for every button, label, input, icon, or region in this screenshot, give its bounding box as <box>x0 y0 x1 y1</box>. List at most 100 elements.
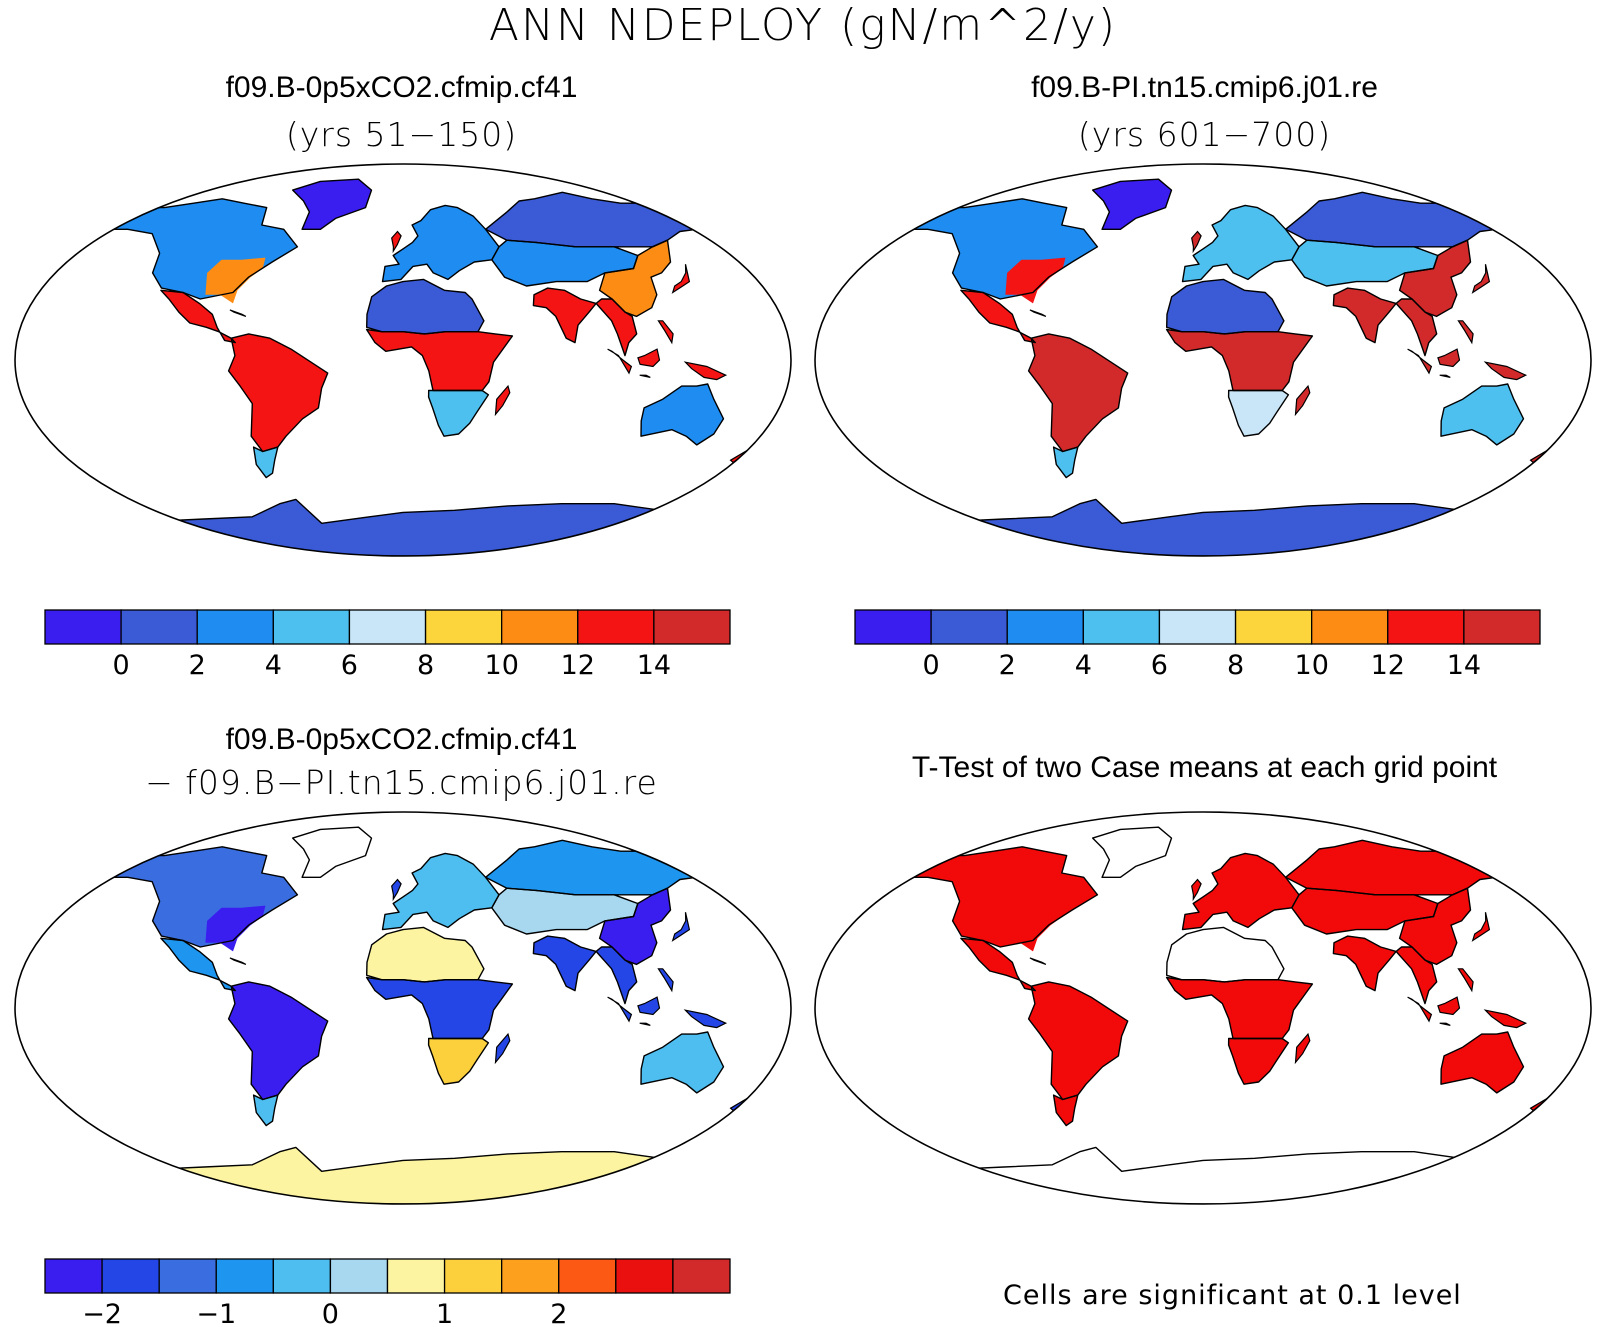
island-2 <box>607 996 633 1023</box>
colorbar-tick-label: 14 <box>1447 650 1481 681</box>
colorbar-tick-label: 0 <box>322 1299 339 1326</box>
island-6 <box>494 1032 511 1065</box>
region-south-america <box>228 981 328 1100</box>
coastline <box>365 976 514 1040</box>
coastline <box>1092 178 1173 231</box>
coastline <box>1092 826 1173 879</box>
coastline <box>899 846 1099 948</box>
colorbar-swatch <box>196 609 274 645</box>
coastline <box>160 289 237 344</box>
region-central-america <box>960 938 1036 991</box>
coastline <box>899 198 1099 300</box>
panel-title-case2: f09.B-PI.tn15.cmip6.j01.re <box>1031 71 1378 104</box>
island-1 <box>1471 264 1491 294</box>
coastline <box>227 333 329 453</box>
region-sahara <box>1166 927 1284 982</box>
coastline <box>99 198 299 300</box>
map-border <box>14 811 792 1205</box>
colorbar-tick-label: 12 <box>1371 650 1405 681</box>
colorbar-tick-label: 10 <box>485 650 519 681</box>
region-central-america <box>160 938 236 991</box>
coastline <box>252 446 279 479</box>
coastline <box>427 389 490 437</box>
colorbar-tick-label: 4 <box>1075 650 1092 681</box>
coastline <box>960 937 1037 992</box>
colorbar-case2: 0 2 4 6 8 10 12 14 <box>854 609 1541 681</box>
region-southern-africa <box>428 390 489 437</box>
coastline <box>1395 946 1438 1005</box>
coastline <box>365 328 514 392</box>
coastline <box>1052 1094 1079 1127</box>
colorbar-swatch <box>386 1258 446 1294</box>
region-patagonia <box>253 447 278 478</box>
region-eastern-us <box>205 257 266 304</box>
coastline <box>640 1031 725 1094</box>
region-australia <box>1441 384 1524 445</box>
colorbar-tick-label: 6 <box>341 650 358 681</box>
coastline <box>1227 389 1290 437</box>
map-case1 <box>14 163 792 557</box>
colorbar-swatch <box>930 609 1008 645</box>
island-3 <box>1439 374 1451 378</box>
island-2 <box>1407 996 1433 1023</box>
coastline <box>1332 935 1397 992</box>
colorbar-tick-label: 14 <box>637 650 671 681</box>
region-australia <box>641 384 724 445</box>
colorbar-tick-label: 8 <box>1227 650 1244 681</box>
colorbar-swatch <box>854 609 932 645</box>
map-diff <box>14 811 792 1205</box>
region-eastern-us <box>1005 257 1066 304</box>
region-patagonia <box>1053 447 1078 478</box>
region-south-america <box>1028 981 1128 1100</box>
region-india <box>1333 936 1397 991</box>
colorbar-swatch <box>672 1258 731 1294</box>
region-eastern-us <box>205 905 266 952</box>
region-sahara <box>366 279 484 334</box>
colorbar-swatch <box>424 609 503 645</box>
panel-title-case1: f09.B-0p5xCO2.cfmip.cf41 <box>225 71 578 104</box>
region-east-asia <box>1399 888 1471 965</box>
coastline <box>532 935 597 992</box>
region-tropical-africa <box>366 329 513 391</box>
colorbar-tick-label: 8 <box>417 650 434 681</box>
colorbar-tick-label: 12 <box>561 650 595 681</box>
colorbar-swatch <box>1082 609 1161 645</box>
colorbar-tick-label: 0 <box>113 650 130 681</box>
panel-subtitle-case1: (yrs 51−150) <box>285 115 518 154</box>
colorbar-tick-label: 0 <box>923 650 940 681</box>
map-case2 <box>814 163 1592 557</box>
coastline <box>1181 852 1300 931</box>
island-4 <box>1437 996 1461 1016</box>
region-south-america <box>1028 333 1128 452</box>
region-greenland <box>292 179 372 230</box>
colorbar-swatch <box>443 1258 503 1294</box>
colorbar-swatch <box>1463 609 1541 645</box>
colorbar-swatch <box>1387 609 1465 645</box>
colorbar-swatch <box>44 609 122 645</box>
region-east-asia <box>599 888 671 965</box>
colorbar-tick-label: −1 <box>196 1299 236 1326</box>
island-0 <box>1191 230 1202 254</box>
coastline <box>1052 446 1079 479</box>
colorbar-swatch <box>653 609 731 645</box>
colorbar-swatch <box>615 1258 674 1294</box>
colorbar-tick-label: 4 <box>265 650 282 681</box>
colorbar-swatch <box>1158 609 1237 645</box>
island-1 <box>1471 912 1491 942</box>
region-tropical-africa <box>366 977 513 1039</box>
coastline <box>1395 298 1438 357</box>
region-australia <box>1441 1032 1524 1093</box>
region-india <box>533 936 597 991</box>
island-9 <box>1029 957 1047 965</box>
colorbar-swatch <box>1006 609 1084 645</box>
region-southern-africa <box>428 1038 489 1085</box>
island-9 <box>229 957 247 965</box>
region-east-asia <box>599 240 671 317</box>
island-6 <box>1294 384 1311 417</box>
significance-footnote: Cells are significant at 0.1 level <box>1003 1280 1462 1311</box>
coastline <box>1027 981 1129 1101</box>
colorbar-swatch <box>348 609 427 645</box>
region-india <box>533 288 597 343</box>
region-patagonia <box>253 1095 278 1126</box>
colorbar-tick-label: −2 <box>82 1299 122 1326</box>
